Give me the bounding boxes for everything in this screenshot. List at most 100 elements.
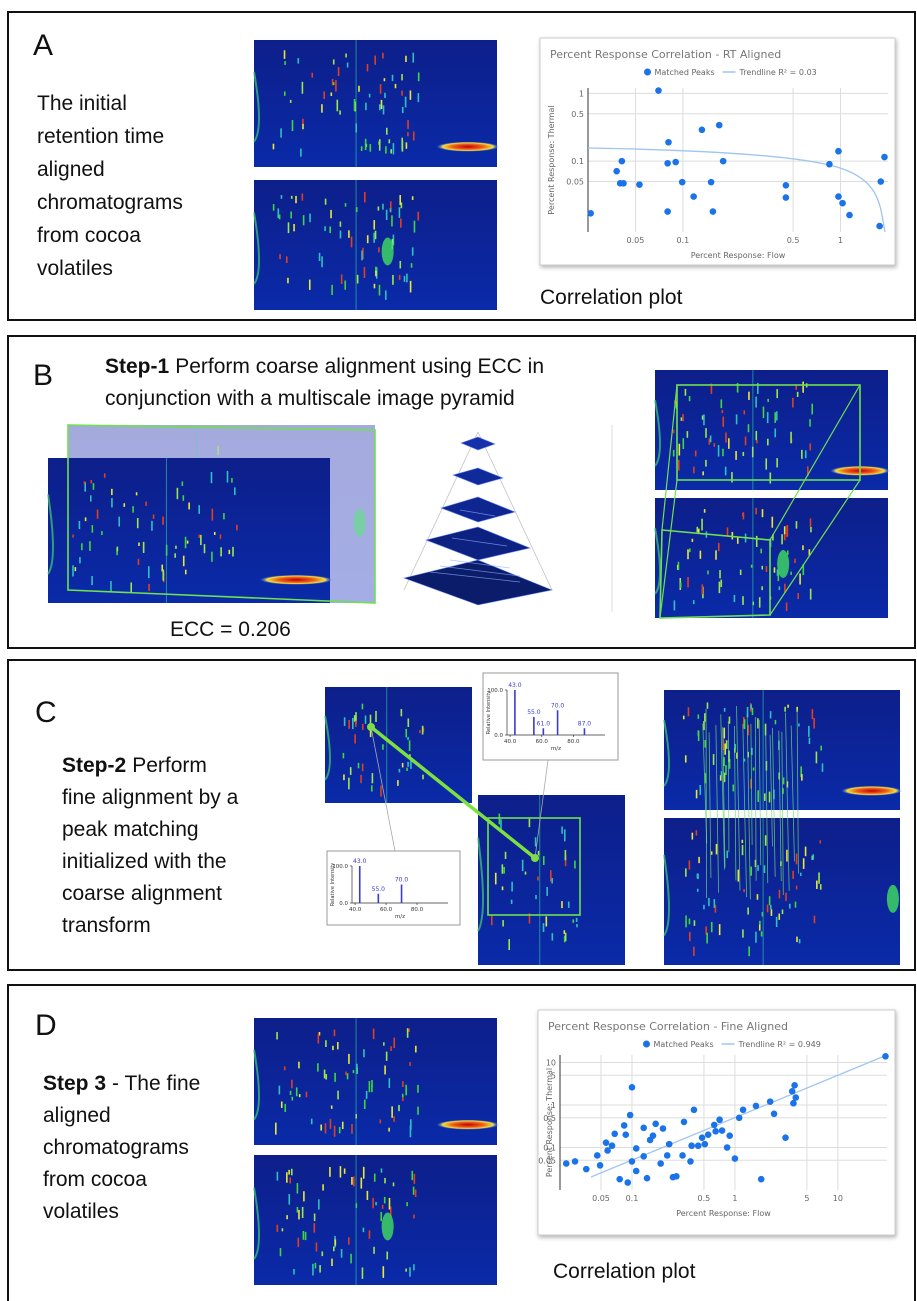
chromatogram-image [254,180,497,310]
data-point [835,193,842,200]
description-line: from cocoa [43,1168,147,1191]
data-point [782,1134,789,1141]
y-tick-label: 10 [546,1058,556,1067]
data-point [736,1114,743,1121]
data-point [594,1152,601,1159]
image-background [254,180,497,310]
description-line: initialized with the [62,850,227,873]
description-line: fine alignment by a [62,786,239,809]
data-point [572,1158,579,1165]
spectrum-peak [514,690,516,735]
data-point [877,178,884,185]
chromatogram-image [48,458,333,603]
description-line: chromatograms [37,191,183,214]
spectrum-peak [584,728,586,735]
data-point [681,1119,688,1126]
data-point [716,122,723,129]
chromatogram-image [655,498,888,618]
description-line: aligned [37,158,105,181]
spectrum-peak [378,894,380,903]
data-point [587,210,594,217]
data-point [711,1122,718,1129]
data-point [672,159,679,166]
data-point [636,181,643,188]
y-tick-label: 0.1 [571,157,584,166]
peak-label: 43.0 [508,682,522,689]
data-point [691,1107,698,1114]
y-axis-label: Percent Response: Thermal [545,1068,554,1177]
data-point [839,200,846,207]
x-tick-label: 0.1 [626,1194,639,1203]
data-point [679,179,686,186]
data-point [688,1142,695,1149]
green-blob [382,1213,394,1241]
data-point [789,1088,796,1095]
caption: Correlation plot [540,286,683,309]
data-point [679,1152,686,1159]
panel-label: D [35,1009,57,1042]
data-point [629,1158,636,1165]
x-tick-label: 80.0 [411,907,424,913]
peak-label: 87.0 [578,720,592,727]
x-axis-label: Percent Response: Flow [691,251,786,260]
data-point [673,1173,680,1180]
x-tick-label: 0.05 [627,236,645,245]
data-point [657,1160,664,1167]
data-point [753,1103,760,1110]
step-line: Step 3 - The fine [43,1072,200,1095]
data-point [771,1111,778,1118]
x-axis-label: m/z [551,746,561,752]
data-point [783,182,790,189]
y-tick-label: 0.5 [571,110,584,119]
x-axis-label: m/z [395,914,405,920]
data-point [758,1176,765,1183]
caption: Correlation plot [553,1260,696,1283]
peak-label: 55.0 [527,709,541,716]
data-point [633,1145,640,1152]
data-point [664,1152,671,1159]
description-line: from cocoa [37,224,141,247]
x-tick-label: 40.0 [349,907,362,913]
data-point [724,1144,731,1151]
image-background [655,498,888,618]
x-tick-label: 0.5 [698,1194,711,1203]
data-point [783,194,790,201]
y-tick-label: 0.05 [566,178,584,187]
data-point [792,1094,799,1101]
data-point [699,126,706,133]
step-text: - The fine [112,1072,200,1095]
x-tick-label: 1 [732,1194,737,1203]
step-name: Step 3 [43,1072,106,1095]
chart-frame [540,38,895,265]
data-point [740,1107,747,1114]
chromatogram-image [664,690,902,810]
x-tick-label: 10 [833,1194,843,1203]
data-point [624,1179,631,1186]
data-point [699,1134,706,1141]
description-line: transform [62,914,151,937]
panel-label: C [35,696,57,729]
legend-marker [643,1041,650,1048]
data-point [619,158,626,165]
data-point [620,180,627,187]
chart-title: Percent Response Correlation - Fine Alig… [548,1020,788,1033]
data-point [629,1084,636,1091]
x-tick-label: 0.1 [677,236,690,245]
data-point [616,1176,623,1183]
data-point [732,1155,739,1162]
step-line: Step-1Perform coarse alignment using ECC… [105,355,544,378]
data-point [846,212,853,219]
data-point [665,139,672,146]
spectrum-peak [533,717,535,735]
data-point [791,1082,798,1089]
data-point [640,1153,647,1160]
data-point [687,1158,694,1165]
data-point [664,160,671,167]
data-point [644,1175,651,1182]
data-point [881,154,888,161]
hot-streak [436,142,499,152]
panel-label: B [33,359,53,392]
x-tick-label: 5 [804,1194,809,1203]
legend-label: Matched Peaks [655,68,715,77]
panel-label: A [33,29,53,62]
